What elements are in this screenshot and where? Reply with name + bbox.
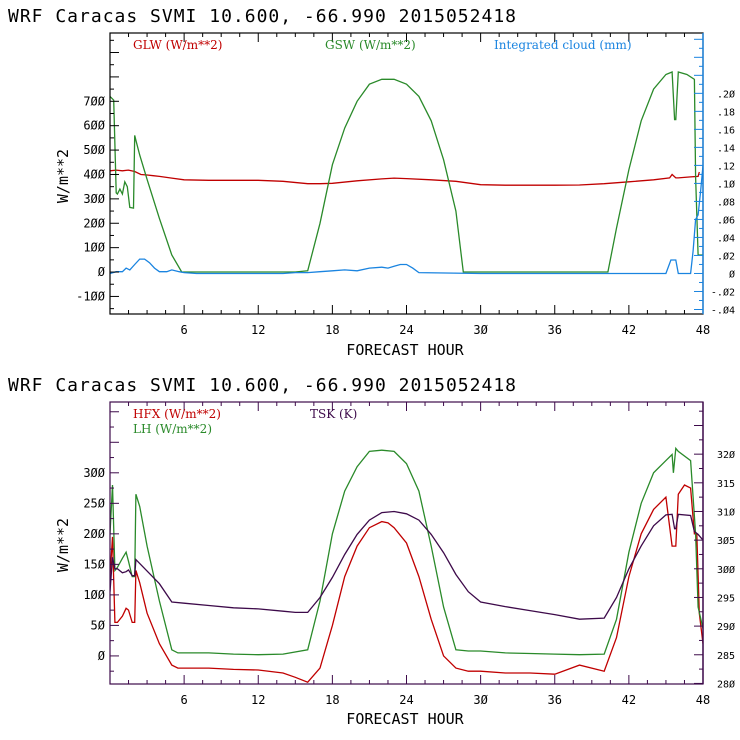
y2-tick-label: -.Ø2: [711, 286, 735, 298]
legend-gsw: GSW (W/m**2): [325, 38, 416, 52]
legend-integrated-cloud: Integrated cloud (mm): [494, 38, 632, 52]
y2-tick-label: 315: [717, 479, 735, 490]
x-tick-label: 36: [548, 323, 562, 337]
x-axis-title: FORECAST HOUR: [346, 341, 464, 359]
x-tick-label: 42: [622, 323, 636, 337]
y2-tick-label: 32Ø: [717, 449, 735, 461]
chart-title: WRF Caracas SVMI 10.600, -66.990 2015052…: [8, 6, 517, 27]
x-tick-label: 48: [696, 693, 710, 707]
x-tick-label: 36: [548, 693, 562, 707]
y-tick-label: 5ØØ: [83, 143, 105, 157]
x-tick-label: 6: [181, 693, 188, 707]
x-tick-label: 42: [622, 693, 636, 707]
y-tick-label: 5Ø: [91, 618, 106, 632]
y2-tick-label: .14: [717, 143, 735, 154]
series-line-glw: [110, 169, 700, 186]
y-tick-label: 2ØØ: [83, 527, 105, 541]
x-tick-label: 12: [251, 323, 265, 337]
y-tick-label: 2ØØ: [83, 216, 105, 230]
y2-tick-label: .18: [717, 107, 735, 118]
y2-tick-label: 295: [717, 593, 735, 604]
y2-tick-label: .Ø2: [717, 250, 735, 262]
legend-lh: LH (W/m**2): [133, 422, 212, 436]
y-axis-title: W/m**2: [54, 518, 72, 572]
y-tick-label: 1ØØ: [83, 588, 105, 602]
x-tick-label: 24: [399, 693, 413, 707]
y2-tick-label: .16: [717, 125, 735, 136]
y2-tick-label: Ø: [729, 268, 735, 280]
y2-tick-label: .1Ø: [717, 178, 735, 190]
y2-tick-label: .Ø8: [717, 196, 735, 208]
x-tick-label: 18: [325, 693, 339, 707]
y2-tick-label: .12: [717, 161, 735, 172]
x-tick-label: 48: [696, 323, 710, 337]
series-line-tsk: [110, 510, 703, 620]
y2-tick-label: 31Ø: [717, 506, 735, 518]
y-tick-label: 3ØØ: [83, 192, 105, 206]
x-tick-label: 24: [399, 323, 413, 337]
y2-tick-label: 285: [717, 651, 735, 662]
y2-tick-label: .Ø4: [717, 232, 735, 244]
y-tick-label: 6ØØ: [83, 119, 105, 133]
series-line-gsw: [110, 71, 703, 273]
y-tick-label: -1ØØ: [76, 289, 106, 303]
x-tick-label: 3Ø: [473, 693, 488, 707]
chart-bottom: WRF Caracas SVMI 10.600, -66.990 2015052…: [8, 375, 735, 728]
y2-tick-label: 28Ø: [717, 678, 735, 690]
y2-tick-label: -.Ø4: [711, 304, 735, 316]
series-line-integrated: [110, 165, 703, 275]
chart-top: WRF Caracas SVMI 10.600, -66.990 2015052…: [8, 6, 735, 359]
y-tick-label: 3ØØ: [83, 466, 105, 480]
legend-glw: GLW (W/m**2): [133, 38, 222, 52]
x-tick-label: 18: [325, 323, 339, 337]
chart-title: WRF Caracas SVMI 10.600, -66.990 2015052…: [8, 375, 517, 396]
y-tick-label: 15Ø: [83, 557, 105, 571]
series-line-lh: [110, 446, 703, 656]
y2-tick-label: 3Ø5: [717, 535, 735, 547]
y-tick-label: Ø: [98, 649, 106, 663]
x-tick-label: 12: [251, 693, 265, 707]
y2-tick-label: 3ØØ: [717, 564, 735, 576]
y-tick-label: Ø: [98, 265, 106, 279]
y2-tick-label: 29Ø: [717, 621, 735, 633]
series-layer: [110, 446, 703, 683]
x-tick-label: 6: [181, 323, 188, 337]
x-axis-title: FORECAST HOUR: [346, 710, 464, 728]
legend-hfx: HFX (W/m**2): [133, 407, 221, 421]
y-tick-label: 1ØØ: [83, 241, 105, 255]
tick-layer: 6 12 18 24 3Ø 36 42 48 Ø 5Ø 1ØØ 15Ø 2ØØ 25Ø 3ØØ 28Ø 285 2…: [83, 402, 735, 707]
y-tick-label: 7ØØ: [83, 94, 105, 108]
series-layer: [110, 71, 703, 275]
x-tick-label: 3Ø: [473, 323, 488, 337]
y-tick-label: 4ØØ: [83, 167, 105, 181]
y-axis-title: W/m**2: [54, 149, 72, 203]
y2-tick-label: .2Ø: [717, 88, 735, 100]
y-tick-label: 25Ø: [83, 496, 105, 510]
y2-tick-label: .Ø6: [717, 214, 735, 226]
legend-tsk: TSK (K): [310, 407, 357, 421]
tick-layer: 6 12 18 24 3Ø 36 42 48 -1ØØ Ø 1ØØ 2ØØ 3ØØ 4ØØ 5ØØ 6ØØ 7Ø…: [76, 33, 735, 337]
series-line-hfx: [110, 484, 703, 683]
